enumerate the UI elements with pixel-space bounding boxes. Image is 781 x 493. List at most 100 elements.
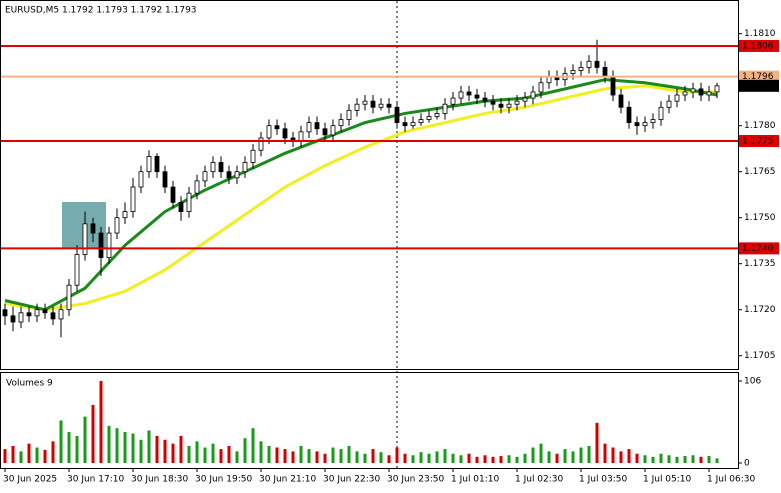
candle-body xyxy=(146,155,152,173)
volume-bar xyxy=(51,441,55,463)
y-tick-label: 1.1780 xyxy=(744,121,776,131)
volume-bar xyxy=(699,456,703,463)
candle-body xyxy=(522,97,528,102)
volume-bar xyxy=(467,453,471,463)
level-label-box xyxy=(739,39,779,52)
x-tick-label: 1 Jul 02:30 xyxy=(515,475,564,485)
candle-body xyxy=(194,180,200,194)
volume-bar xyxy=(659,453,663,463)
candle-body xyxy=(306,122,312,133)
candle-body xyxy=(642,122,648,127)
volume-bar xyxy=(283,449,287,463)
volume-bar xyxy=(323,453,327,463)
candle-body xyxy=(298,131,304,142)
candle-body xyxy=(338,119,344,127)
volume-bar xyxy=(715,458,719,463)
candle-body xyxy=(466,91,472,96)
candle-body xyxy=(506,103,512,108)
volume-bar xyxy=(163,439,167,463)
x-tick-label: 30 Jun 19:50 xyxy=(195,475,252,485)
candle-body xyxy=(698,88,704,96)
volume-bar xyxy=(35,447,39,463)
candle-body xyxy=(234,171,240,179)
candle-body xyxy=(458,91,464,99)
volume-bar xyxy=(11,445,15,463)
volume-bar xyxy=(403,453,407,463)
candle-body xyxy=(154,155,160,173)
volume-bar xyxy=(27,443,31,463)
candle-body xyxy=(186,192,192,212)
x-tick-label: 30 Jun 21:10 xyxy=(259,475,316,485)
volume-bar xyxy=(171,443,175,463)
volume-bar xyxy=(147,430,151,463)
candle-body xyxy=(570,70,576,74)
volume-bar xyxy=(347,445,351,463)
moving-average xyxy=(4,84,717,312)
candle-body xyxy=(586,60,592,68)
candle-body xyxy=(666,100,672,108)
candle-body xyxy=(418,119,424,124)
volume-bar xyxy=(251,428,255,463)
volume-bar xyxy=(139,439,143,463)
level-label: 1.1806 xyxy=(742,41,774,51)
candle-body xyxy=(202,171,208,182)
candle-body xyxy=(362,100,368,105)
y-tick-label: 1.1705 xyxy=(744,351,776,361)
y-tick-label: 1.1810 xyxy=(744,29,776,39)
candle-body xyxy=(90,223,96,234)
x-tick-label: 1 Jul 01:10 xyxy=(451,475,500,485)
candle-body xyxy=(138,171,144,188)
volume-bar xyxy=(235,451,239,463)
volume-bar xyxy=(515,456,519,463)
candle-body xyxy=(714,85,720,93)
volume-bar xyxy=(691,455,695,463)
volume-bar xyxy=(507,455,511,463)
volume-bar xyxy=(595,422,599,463)
volume-bar xyxy=(59,420,63,463)
volume-bar xyxy=(555,453,559,463)
candle-body xyxy=(66,284,72,311)
volume-bar xyxy=(611,447,615,463)
volume-bar xyxy=(331,447,335,463)
header: EURUSD,M5 1.1792 1.1793 1.1792 1.1793 xyxy=(5,6,197,16)
volume-bar xyxy=(379,452,383,463)
level-label-box xyxy=(739,70,779,83)
x-tick-label: 30 Jun 17:10 xyxy=(67,475,124,485)
volume-bar xyxy=(707,456,711,463)
level-label-box xyxy=(739,135,779,148)
volume-bar xyxy=(243,438,247,463)
candle-body xyxy=(674,94,680,102)
candle-body xyxy=(650,119,656,124)
volume-bar xyxy=(219,449,223,463)
volume-bar xyxy=(67,432,71,463)
y-tick-label: 1.1735 xyxy=(744,259,776,269)
volume-bar xyxy=(419,452,423,463)
volume-bar xyxy=(267,445,271,463)
candle-body xyxy=(2,309,8,317)
candle-body xyxy=(490,100,496,105)
x-tick-label: 30 Jun 2025 xyxy=(3,475,57,485)
volume-bar xyxy=(435,451,439,463)
volume-bar xyxy=(115,428,119,463)
candle-body xyxy=(34,309,40,317)
volume-bar xyxy=(371,449,375,463)
x-tick-label: 1 Jul 06:30 xyxy=(707,475,756,485)
candle-body xyxy=(538,82,544,93)
x-tick-label: 30 Jun 23:50 xyxy=(387,475,444,485)
volume-bar xyxy=(675,456,679,463)
candle-body xyxy=(498,103,504,108)
volume-bar xyxy=(99,381,103,463)
candle-body xyxy=(434,113,440,117)
volume-bar xyxy=(211,443,215,463)
current-price: 1.1793 xyxy=(742,81,774,91)
candle-body xyxy=(514,100,520,105)
volume-bar xyxy=(195,441,199,463)
volume-bar xyxy=(491,456,495,463)
volume-bar xyxy=(483,455,487,463)
candle-body xyxy=(602,67,608,78)
volume-bar xyxy=(571,451,575,463)
volume-bar xyxy=(355,451,359,463)
candle-body xyxy=(114,217,120,234)
volume-bar xyxy=(667,455,671,463)
volume-bar xyxy=(635,453,639,463)
